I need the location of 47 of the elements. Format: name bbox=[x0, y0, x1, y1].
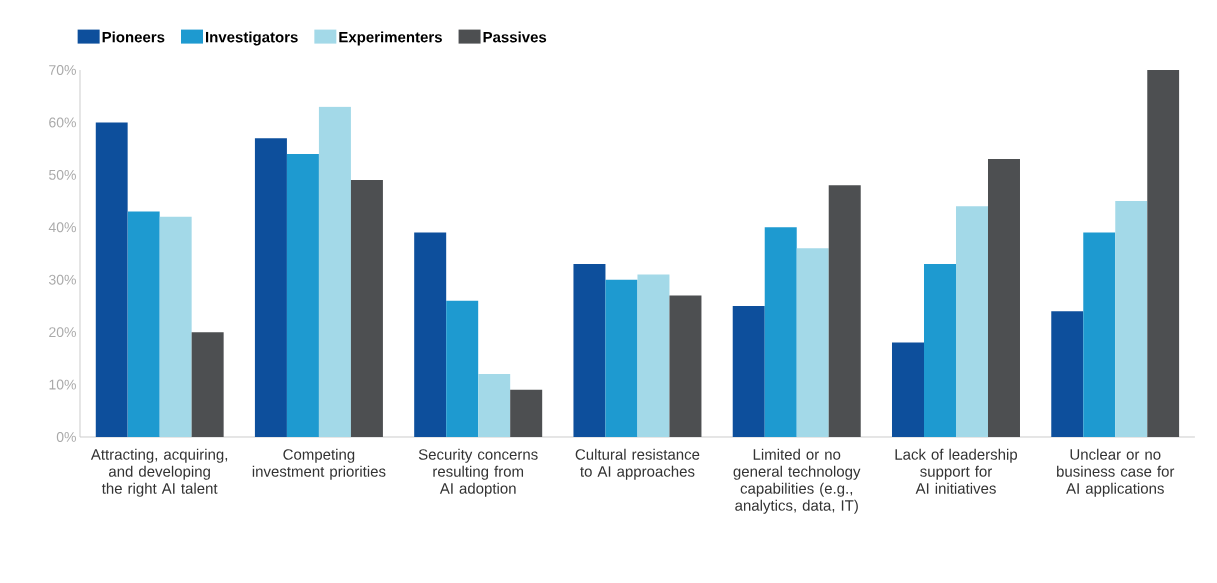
bar bbox=[318, 106, 351, 437]
y-tick-label: 0% bbox=[56, 432, 76, 442]
bar bbox=[159, 216, 192, 437]
x-tick-label: Security concerns resulting from AI adoption bbox=[418, 448, 538, 497]
bar bbox=[924, 263, 956, 437]
bar bbox=[286, 153, 319, 437]
y-tick-label: 20% bbox=[49, 327, 76, 338]
y-tick-label: 60% bbox=[49, 117, 76, 128]
bar bbox=[414, 232, 447, 437]
bar bbox=[764, 227, 797, 437]
bar bbox=[828, 185, 861, 437]
x-tick-label: Lack of leadership support for AI initiatives bbox=[895, 448, 1018, 494]
bar bbox=[254, 138, 287, 437]
x-tick-label: Unclear or no business case for AI applications bbox=[1057, 448, 1175, 497]
y-tick-label: 50% bbox=[49, 169, 76, 180]
bar bbox=[478, 374, 511, 437]
x-tick-label: Competing investment priorities bbox=[252, 448, 386, 480]
bar bbox=[732, 305, 765, 437]
bar bbox=[446, 300, 479, 437]
bar bbox=[637, 274, 670, 437]
x-tick-label: Cultural resistance to AI approaches bbox=[575, 448, 700, 480]
bar bbox=[1115, 201, 1148, 437]
bar bbox=[988, 159, 1020, 437]
y-tick-label: 10% bbox=[49, 379, 76, 390]
bar bbox=[510, 389, 543, 437]
legend-label: Investigators bbox=[206, 31, 298, 46]
bar bbox=[95, 122, 128, 437]
bar bbox=[350, 180, 383, 437]
bar bbox=[605, 279, 638, 437]
bar bbox=[1051, 311, 1084, 437]
bar bbox=[1083, 232, 1116, 437]
y-tick-label: 40% bbox=[48, 222, 76, 233]
y-tick-label: 70% bbox=[49, 65, 76, 75]
bar bbox=[191, 332, 224, 437]
legend-label: Pioneers bbox=[102, 31, 165, 43]
x-tick-label: Limited or no general technology capabilities (e.g., analytics, data, IT) bbox=[733, 448, 861, 514]
bar bbox=[127, 211, 160, 437]
bar bbox=[796, 248, 829, 437]
bar bbox=[1147, 70, 1180, 437]
y-tick-label: 30% bbox=[48, 274, 76, 285]
bar bbox=[573, 263, 606, 437]
legend-label: Experimenters bbox=[339, 31, 442, 46]
bar bbox=[955, 206, 988, 437]
legend-label: Passives bbox=[483, 31, 547, 43]
bar bbox=[669, 295, 702, 437]
bar bbox=[892, 342, 924, 437]
x-tick-label: Attracting, acquiring, and developing the right AI talent bbox=[90, 448, 228, 497]
